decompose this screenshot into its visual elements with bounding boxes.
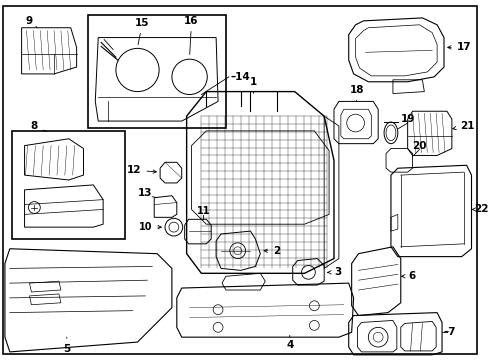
Text: 20: 20 (411, 141, 426, 150)
Bar (12, 131, 124, 239)
Text: 10: 10 (139, 222, 161, 232)
Text: 17: 17 (447, 42, 470, 53)
Text: 21: 21 (452, 121, 473, 131)
Text: 5: 5 (63, 337, 70, 354)
Text: 4: 4 (285, 335, 293, 350)
Text: –14: –14 (230, 72, 250, 82)
Text: 3: 3 (327, 267, 341, 277)
Bar (88, 15, 225, 128)
Text: –7: –7 (443, 327, 456, 337)
Text: 13: 13 (138, 188, 152, 198)
Text: 8: 8 (31, 121, 46, 132)
Text: 2: 2 (264, 246, 280, 256)
Text: 6: 6 (401, 271, 415, 281)
Text: 22: 22 (471, 204, 488, 215)
Text: 18: 18 (348, 85, 363, 102)
Text: 11: 11 (196, 206, 210, 216)
Text: 1: 1 (249, 77, 257, 94)
Text: 15: 15 (135, 18, 149, 45)
Text: 16: 16 (184, 16, 199, 54)
Text: 19: 19 (400, 114, 414, 124)
Text: 12: 12 (127, 165, 156, 175)
Text: 9: 9 (26, 16, 37, 28)
